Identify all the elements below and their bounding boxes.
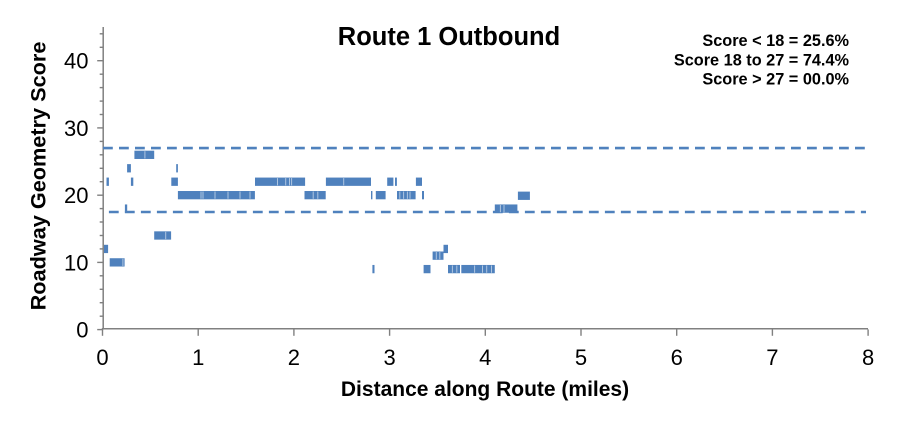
svg-text:Roadway Geometry Score: Roadway Geometry Score xyxy=(26,42,51,311)
svg-text:Score > 27 = 00.0%: Score > 27 = 00.0% xyxy=(702,71,849,89)
svg-text:Route 1 Outbound: Route 1 Outbound xyxy=(338,23,560,51)
svg-text:2: 2 xyxy=(288,345,300,370)
svg-text:6: 6 xyxy=(671,345,683,370)
svg-text:Distance along Route (miles): Distance along Route (miles) xyxy=(341,378,629,401)
svg-text:8: 8 xyxy=(862,345,874,370)
svg-text:0: 0 xyxy=(76,318,88,343)
svg-text:10: 10 xyxy=(64,250,88,275)
svg-text:7: 7 xyxy=(766,345,778,370)
svg-text:30: 30 xyxy=(64,116,88,141)
svg-text:1: 1 xyxy=(192,345,204,370)
svg-text:5: 5 xyxy=(575,345,587,370)
svg-text:40: 40 xyxy=(64,49,88,74)
svg-text:4: 4 xyxy=(479,345,491,370)
svg-text:Score < 18 = 25.6%: Score < 18 = 25.6% xyxy=(702,32,849,50)
svg-text:Score 18 to 27 = 74.4%: Score 18 to 27 = 74.4% xyxy=(674,51,850,69)
svg-text:0: 0 xyxy=(96,345,108,370)
svg-text:20: 20 xyxy=(64,183,88,208)
svg-text:3: 3 xyxy=(383,345,395,370)
